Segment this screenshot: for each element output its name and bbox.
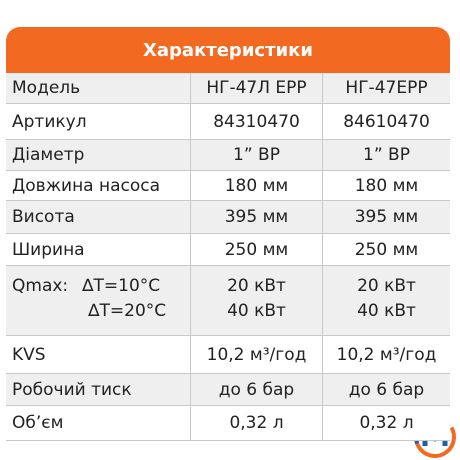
cell-value: 0,32 л bbox=[229, 413, 284, 433]
cell-value: 395 мм bbox=[354, 207, 419, 227]
cell-value: 1” ВР bbox=[233, 145, 280, 165]
value-cell: 1” ВР bbox=[190, 140, 322, 170]
label-cell: Об’єм bbox=[6, 406, 190, 440]
label-cell: Робочий тиск bbox=[6, 374, 190, 405]
conditions: ∆T=10°C ∆T=20°C bbox=[82, 276, 166, 326]
row-label: Модель bbox=[12, 78, 81, 98]
value-cell: 84610470 bbox=[322, 104, 450, 139]
cell-value: 20 кВт bbox=[357, 276, 416, 296]
cell-value: 40 кВт bbox=[357, 301, 416, 321]
label-cell: Артикул bbox=[6, 104, 190, 139]
value-cell: НГ-47Л ЕРР bbox=[190, 73, 322, 103]
row-label: Діаметр bbox=[12, 145, 85, 165]
cell-value: 180 мм bbox=[354, 175, 419, 196]
row-label: Артикул bbox=[12, 111, 87, 132]
table-row: Артикул 84310470 84610470 bbox=[6, 104, 450, 140]
label-cell: Модель bbox=[6, 73, 190, 103]
cell-value: 1” ВР bbox=[363, 145, 410, 165]
row-label: Робочий тиск bbox=[12, 379, 132, 400]
table-row: Модель НГ-47Л ЕРР НГ-47ЕРР bbox=[6, 73, 450, 104]
row-label: Ширина bbox=[12, 239, 85, 260]
table-row: Діаметр 1” ВР 1” ВР bbox=[6, 140, 450, 171]
value-cell: 1” ВР bbox=[322, 140, 450, 170]
table-row: Qmax: ∆T=10°C ∆T=20°C 20 кВт 40 кВт 20 кВт 40 … bbox=[6, 266, 450, 336]
cell-value: 395 мм bbox=[224, 207, 289, 227]
cell-value: 10,2 м³/год bbox=[206, 344, 307, 365]
value-cell: 10,2 м³/год bbox=[322, 336, 450, 373]
row-label: Об’єм bbox=[12, 413, 64, 433]
table-row: Ширина 250 мм 250 мм bbox=[6, 234, 450, 266]
cell-value: 84610470 bbox=[343, 111, 430, 132]
condition: ∆T=10°C bbox=[82, 276, 161, 296]
value-cell: 250 мм bbox=[322, 234, 450, 265]
cell-value: 20 кВт bbox=[227, 276, 286, 296]
value-cell: 20 кВт 40 кВт bbox=[190, 266, 322, 335]
value-cell: до 6 бар bbox=[322, 374, 450, 405]
value-cell: 0,32 л bbox=[322, 406, 450, 440]
value-cell: 10,2 м³/год bbox=[190, 336, 322, 373]
row-label: Висота bbox=[12, 207, 75, 227]
table-row: Робочий тиск до 6 бар до 6 бар bbox=[6, 374, 450, 406]
cell-value: 250 мм bbox=[354, 239, 419, 260]
value-cell: до 6 бар bbox=[190, 374, 322, 405]
cell-value: 180 мм bbox=[224, 175, 289, 196]
label-cell: Висота bbox=[6, 201, 190, 233]
cell-value: 40 кВт bbox=[227, 301, 286, 321]
value-cell: 180 мм bbox=[190, 171, 322, 200]
table-row: Довжина насоса 180 мм 180 мм bbox=[6, 171, 450, 201]
cell-value: до 6 бар bbox=[218, 379, 295, 400]
row-label: KVS bbox=[12, 344, 46, 365]
cell-value: НГ-47Л ЕРР bbox=[206, 78, 307, 98]
value-cell: 84310470 bbox=[190, 104, 322, 139]
value-cell: 0,32 л bbox=[190, 406, 322, 440]
cell-value: до 6 бар bbox=[348, 379, 425, 400]
table-row: KVS 10,2 м³/год 10,2 м³/год bbox=[6, 336, 450, 374]
label-cell: Довжина насоса bbox=[6, 171, 190, 200]
row-label: Довжина насоса bbox=[12, 175, 161, 196]
value-cell: 180 мм bbox=[322, 171, 450, 200]
label-cell: Qmax: ∆T=10°C ∆T=20°C bbox=[6, 266, 190, 335]
label-cell: Ширина bbox=[6, 234, 190, 265]
label-cell: KVS bbox=[6, 336, 190, 373]
row-label: Qmax: bbox=[12, 276, 69, 296]
value-cell: 250 мм bbox=[190, 234, 322, 265]
value-cell: НГ-47ЕРР bbox=[322, 73, 450, 103]
header-title: Характеристики bbox=[143, 39, 313, 61]
cell-value: 10,2 м³/год bbox=[336, 344, 437, 365]
cell-value: 250 мм bbox=[224, 239, 289, 260]
table-row: Висота 395 мм 395 мм bbox=[6, 201, 450, 234]
table-header: Характеристики bbox=[6, 27, 450, 73]
cell-value: 0,32 л bbox=[359, 413, 414, 433]
condition: ∆T=20°C bbox=[88, 301, 167, 321]
value-cell: 395 мм bbox=[322, 201, 450, 233]
cell-value: 84310470 bbox=[213, 111, 300, 132]
value-cell: 20 кВт 40 кВт bbox=[322, 266, 450, 335]
table-row: Об’єм 0,32 л 0,32 л bbox=[6, 406, 450, 441]
cell-value: НГ-47ЕРР bbox=[345, 78, 428, 98]
label-cell: Діаметр bbox=[6, 140, 190, 170]
value-cell: 395 мм bbox=[190, 201, 322, 233]
